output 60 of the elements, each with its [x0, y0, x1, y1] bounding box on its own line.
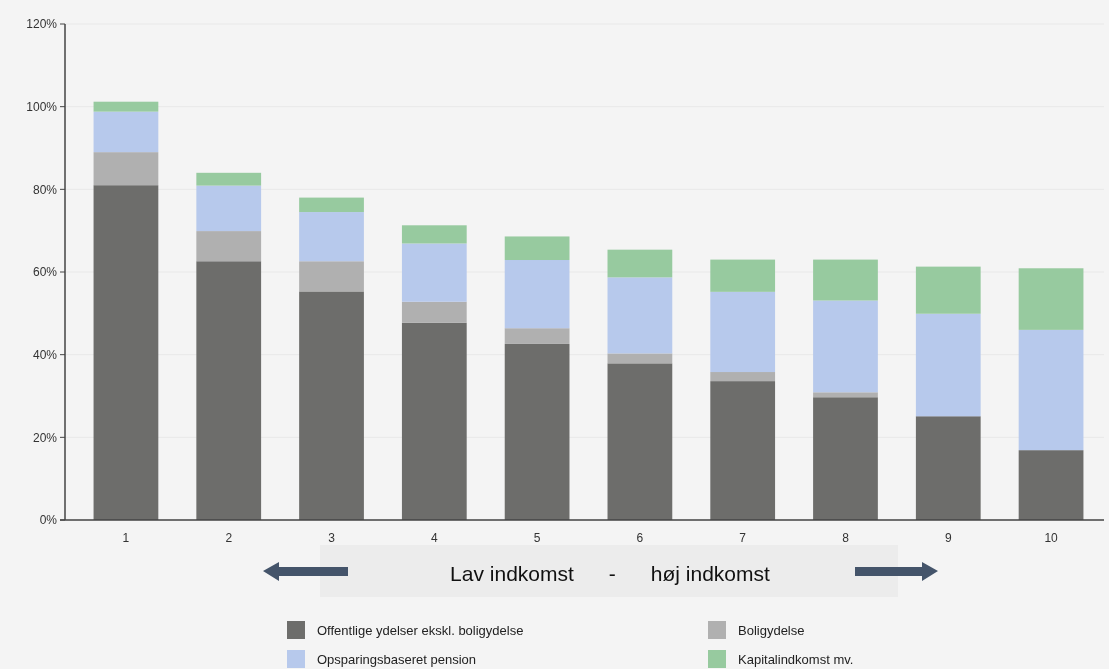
legend-label: Opsparingsbaseret pension [317, 651, 476, 667]
bar [710, 372, 776, 382]
bar [93, 111, 159, 153]
bar [607, 249, 673, 278]
y-tick-label: 20% [32, 430, 58, 445]
bar [299, 197, 364, 213]
bar [196, 261, 262, 520]
bar [504, 343, 570, 520]
legend-label: Boligydelse [738, 622, 805, 638]
y-tick-label: 80% [32, 182, 58, 197]
bar [607, 363, 673, 520]
x-tick-label: 3 [328, 531, 336, 545]
bar [504, 236, 570, 261]
x-tick-label: 7 [739, 531, 747, 545]
bar [93, 101, 159, 112]
bar [93, 152, 159, 186]
bar [1018, 268, 1084, 330]
legend-label: Kapitalindkomst mv. [738, 651, 854, 667]
text: Lav indkomst - høj indkomst [450, 562, 771, 585]
bar [299, 291, 364, 520]
x-tick-label: 10 [1044, 531, 1059, 545]
y-tick-label: 0% [39, 513, 58, 528]
bar [504, 328, 570, 344]
bar [196, 231, 262, 262]
bar [401, 301, 467, 323]
y-tick-label: 100% [26, 99, 58, 114]
x-tick-label: 5 [533, 531, 541, 545]
bar [299, 261, 364, 292]
y-tick-label: 120% [26, 17, 58, 32]
y-tick-label: 60% [32, 265, 58, 280]
x-tick-label: 4 [430, 531, 438, 545]
bar [1018, 450, 1084, 520]
bar [504, 260, 570, 329]
x-tick-label: 1 [122, 531, 130, 545]
bar [196, 185, 262, 232]
y-tick-label: 40% [32, 347, 58, 362]
bar [93, 185, 159, 520]
bar [1018, 329, 1084, 451]
bar [813, 397, 878, 520]
bar [915, 266, 981, 314]
bar [401, 322, 467, 520]
bar [710, 291, 776, 373]
x-tick-label: 9 [944, 531, 952, 545]
bar [915, 313, 981, 417]
bar [401, 225, 467, 244]
bar [710, 381, 776, 520]
x-tick-label: 6 [636, 531, 644, 545]
x-tick-label: 8 [842, 531, 850, 545]
bar [299, 212, 364, 262]
bar [401, 243, 467, 302]
bar [607, 277, 673, 354]
bar [710, 259, 776, 292]
legend-label: Offentlige ydelser ekskl. boligydelse [317, 622, 524, 638]
bar [196, 172, 262, 186]
bar [915, 416, 981, 520]
bar [813, 392, 878, 398]
bar [813, 259, 878, 301]
bar [813, 300, 878, 393]
bar [607, 353, 673, 364]
x-tick-label: 2 [225, 531, 233, 545]
